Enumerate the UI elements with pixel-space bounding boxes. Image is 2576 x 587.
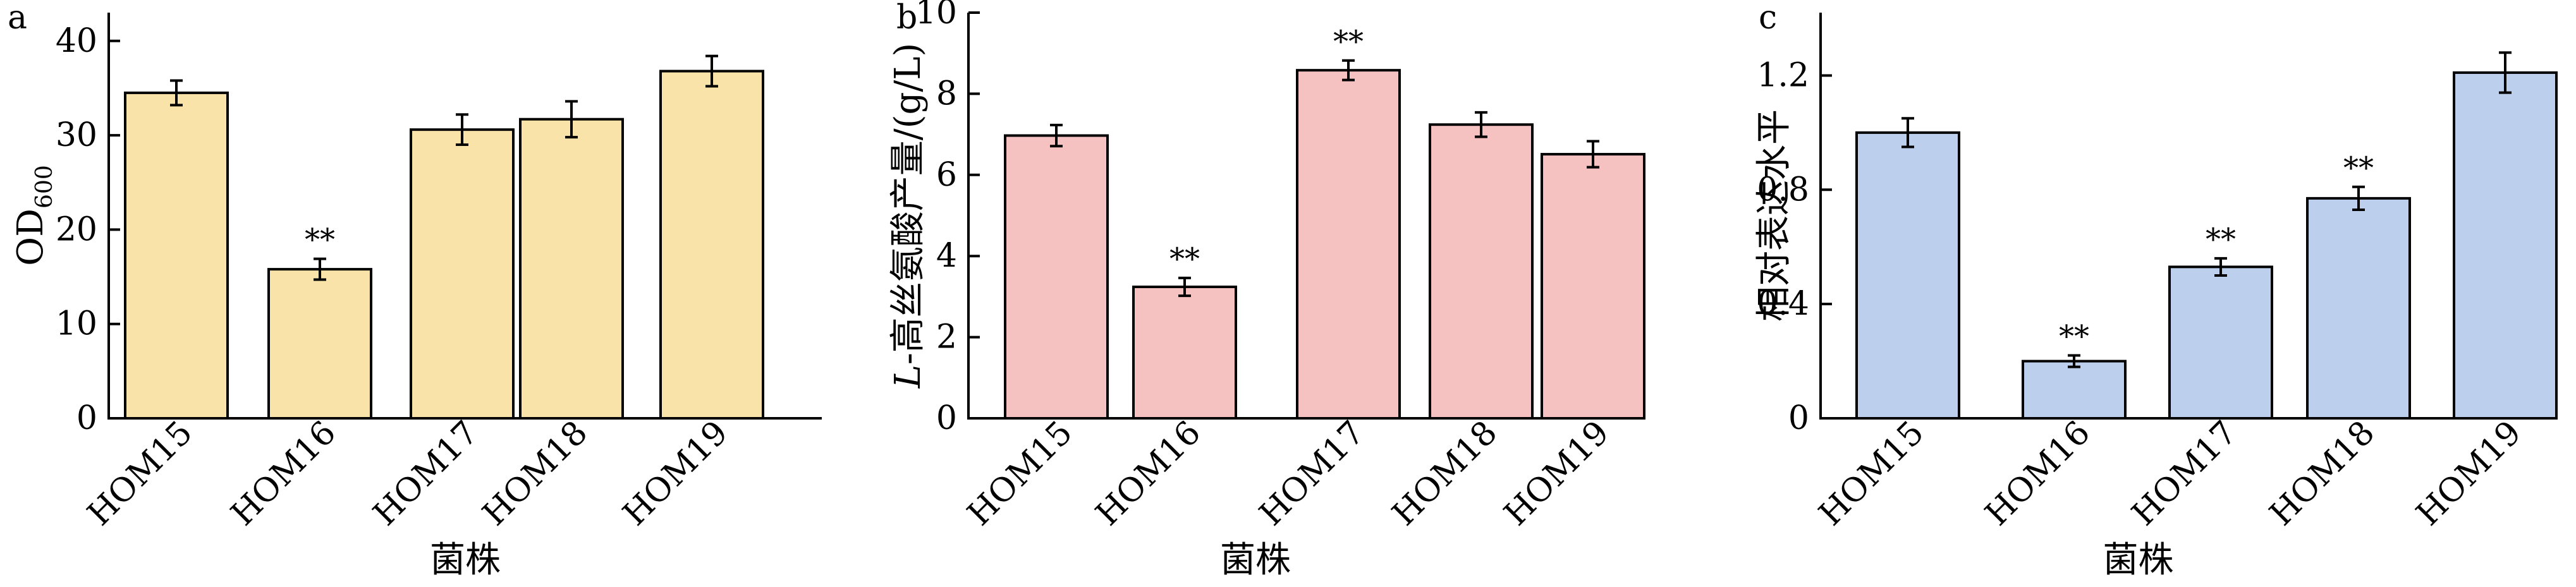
x-tick-label: HOM15 <box>80 414 200 533</box>
bar-hom16 <box>267 268 372 420</box>
x-tick-label: HOM15 <box>1812 414 1931 533</box>
y-axis-label-rest: -高丝氨酸产量/(g/L) <box>888 43 929 365</box>
significance-mark: ** <box>2206 222 2236 257</box>
bar-hom17 <box>2168 265 2273 420</box>
error-bar-hom19 <box>1587 140 1599 169</box>
y-tick-label: 0 <box>936 399 957 437</box>
y-axis-label-main: 相对表达水平 <box>1754 109 1795 322</box>
y-tick-label: 2 <box>936 318 957 356</box>
significance-mark: ** <box>1333 24 1364 59</box>
y-tick-label: 0 <box>76 399 97 437</box>
bar-hom15 <box>124 91 229 420</box>
y-tick-label: 1.2 <box>1757 56 1809 94</box>
x-tick-label: HOM17 <box>366 414 485 533</box>
x-tick-label: HOM17 <box>2125 414 2244 533</box>
y-axis-label-subscript: 600 <box>32 165 58 209</box>
error-bar-hom16 <box>1178 276 1191 298</box>
y-tick-label: 10 <box>56 305 97 343</box>
error-bar-hom18 <box>2352 185 2365 211</box>
x-tick-label: HOM18 <box>2262 414 2382 533</box>
x-axis-label: 菌株 <box>1220 540 1291 581</box>
bar-hom16 <box>2022 360 2127 420</box>
x-tick-label: HOM19 <box>1497 414 1616 533</box>
bar-hom17 <box>1296 69 1401 420</box>
significance-mark: ** <box>1169 241 1200 277</box>
x-tick-label: HOM18 <box>475 414 595 533</box>
error-bar-hom15 <box>1901 117 1914 148</box>
panel-label: c <box>1759 0 1777 37</box>
y-tick-label: 0.8 <box>1757 171 1809 209</box>
significance-mark: ** <box>2343 150 2374 186</box>
y-axis-label-main: OD <box>10 209 51 266</box>
x-tick-label: HOM16 <box>1978 414 2097 533</box>
bar-hom18 <box>1429 123 1534 420</box>
y-tick-label: 30 <box>56 116 97 154</box>
error-bar-hom19 <box>2499 51 2512 94</box>
panel-label: b <box>896 0 917 37</box>
y-tick-label: 6 <box>936 156 957 194</box>
error-bar-hom15 <box>1050 123 1063 148</box>
error-bar-hom18 <box>565 100 578 139</box>
chart-panel-c: HOM15 ** HOM16 ** HOM17 ** HOM18 HOM19 0 0.4 0.8 1.… <box>1754 0 2558 581</box>
bar-hom15 <box>1004 134 1109 420</box>
y-axis-label: 相对表达水平 <box>1754 109 1795 322</box>
error-bar-hom19 <box>705 54 718 88</box>
y-tick-label: 10 <box>915 0 957 32</box>
error-bar-hom16 <box>314 257 326 281</box>
x-tick-label: HOM17 <box>1252 414 1372 533</box>
y-axis-label-italic: L <box>888 365 929 389</box>
bar-hom18 <box>519 118 624 420</box>
error-bar-hom18 <box>1475 111 1487 138</box>
bar-hom17 <box>410 128 515 420</box>
y-axis-label: OD600 <box>10 165 58 266</box>
error-bar-hom17 <box>2214 257 2227 277</box>
bar-hom18 <box>2306 197 2411 420</box>
x-tick-label: HOM19 <box>2409 414 2529 533</box>
x-tick-label: HOM15 <box>960 414 1080 533</box>
x-axis-label: 菌株 <box>2103 540 2174 581</box>
y-axis-label: L-高丝氨酸产量/(g/L) <box>888 43 929 389</box>
significance-mark: ** <box>305 222 335 258</box>
error-bar-hom17 <box>1342 59 1355 82</box>
bar-hom19 <box>1541 153 1645 420</box>
bar-hom19 <box>659 70 764 420</box>
y-tick-label: 40 <box>56 22 97 60</box>
error-bar-hom16 <box>2068 354 2080 368</box>
error-bar-hom17 <box>456 113 468 147</box>
x-tick-label: HOM16 <box>224 414 343 533</box>
y-tick-label: 0.4 <box>1757 285 1809 323</box>
panel-label: a <box>8 0 27 37</box>
error-bar-hom15 <box>170 79 183 107</box>
bar-hom19 <box>2453 71 2558 420</box>
x-tick-label: HOM16 <box>1089 414 1208 533</box>
y-tick-label: 20 <box>56 210 97 248</box>
y-tick-label: 0 <box>1788 399 1809 437</box>
y-tick-label: 8 <box>936 75 957 112</box>
bar-hom16 <box>1132 285 1237 420</box>
x-axis-label: 菌株 <box>430 540 501 581</box>
x-tick-label: HOM19 <box>616 414 735 533</box>
y-tick-label: 4 <box>936 237 957 275</box>
significance-mark: ** <box>2059 319 2089 354</box>
x-tick-label: HOM18 <box>1385 414 1505 533</box>
bar-hom15 <box>1855 131 1960 420</box>
